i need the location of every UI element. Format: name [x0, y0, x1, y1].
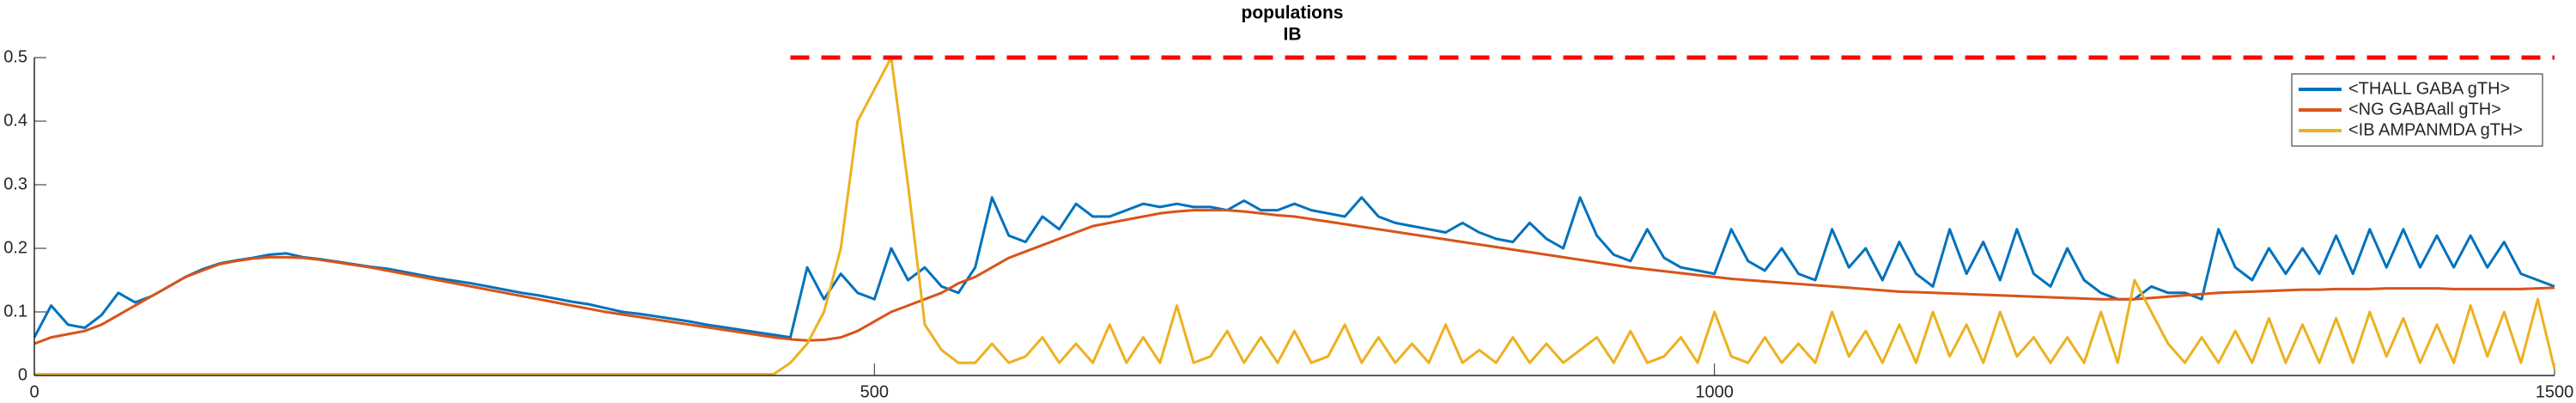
y-tick-label: 0.3	[3, 174, 27, 193]
x-tick-label: 1000	[1695, 382, 1734, 401]
legend-label: <THALL GABA gTH>	[2348, 79, 2510, 98]
x-tick-label: 0	[29, 382, 39, 401]
y-tick-label: 0.4	[3, 111, 27, 130]
y-tick-label: 0.5	[3, 47, 27, 66]
series-line	[33, 209, 2555, 345]
series-line	[34, 56, 2556, 376]
x-tick-label: 500	[860, 382, 889, 401]
chart-subtitle: IB	[1284, 25, 1302, 45]
chart-title: populations	[1242, 3, 1344, 23]
legend-label: <NG GABAall gTH>	[2348, 100, 2501, 119]
x-tick-label: 1500	[2536, 382, 2574, 401]
y-tick-label: 0.1	[3, 302, 27, 321]
y-tick-label: 0.2	[3, 238, 27, 257]
legend-label: <IB AMPANMDA gTH>	[2348, 120, 2523, 139]
y-tick-label: 0	[18, 365, 27, 384]
